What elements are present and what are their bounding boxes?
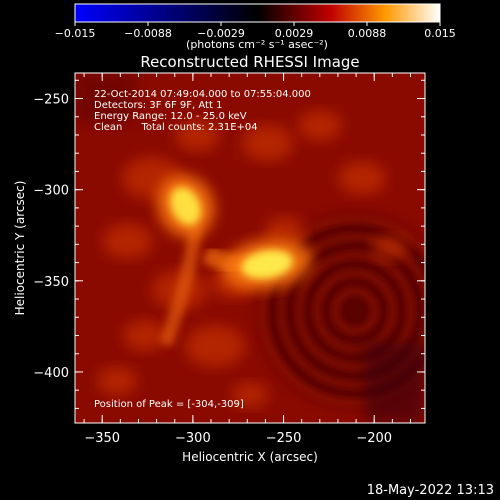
colorbar-tick-label: 0.0088: [348, 27, 387, 40]
sidelobe-ring: [260, 216, 425, 406]
x-tick-label: −250: [266, 431, 302, 446]
colorbar: −0.015 −0.0088 −0.0029 0.0029 0.0088 0.015 (p…: [55, 3, 456, 51]
sidelobe-ring: [332, 288, 378, 334]
print-timestamp: 18-May-2022 13:13: [366, 483, 494, 498]
source-1-core: [170, 187, 201, 226]
x-tick-label: −350: [84, 431, 120, 446]
observation-info: 22-Oct-2014 07:49:04.000 to 07:55:04.000…: [94, 89, 311, 133]
info-line-time: 22-Oct-2014 07:49:04.000 to 07:55:04.000: [94, 89, 311, 100]
colorbar-tick-label: −0.0029: [197, 27, 245, 40]
peak-position-label: Position of Peak = [-304,-309]: [94, 399, 244, 410]
texture-patch: [185, 325, 245, 367]
dark-corner: [365, 343, 425, 423]
dark-corner-top: [75, 73, 135, 123]
texture-patch: [241, 124, 294, 162]
y-axis: −250 −300 −350 −400: [33, 79, 425, 409]
y-tick-label: −350: [33, 275, 69, 290]
colorbar-units: (photons cm⁻² s⁻¹ asec⁻²): [186, 38, 328, 51]
y-tick-label: −250: [33, 93, 69, 108]
texture-patch: [102, 223, 153, 259]
colorbar-ticks: −0.015 −0.0088 −0.0029 0.0029 0.0088 0.015: [55, 22, 456, 40]
colorbar-tick-label: −0.015: [55, 27, 96, 40]
colorbar-tick-label: 0.015: [424, 27, 456, 40]
texture-patch: [97, 367, 137, 395]
texture-patch: [175, 120, 220, 152]
sidelobe-ring: [278, 234, 425, 388]
texture-patch: [372, 235, 408, 261]
loop-arc: [159, 225, 203, 347]
texture-patch: [298, 110, 342, 141]
x-tick-label: −300: [175, 431, 211, 446]
texture-patch: [123, 320, 167, 351]
info-line-detectors: Detectors: 3F 6F 9F, Att 1: [94, 100, 222, 111]
x-tick-label: −200: [356, 431, 392, 446]
y-tick-label: −300: [33, 184, 69, 199]
colorbar-tick-label: 0.0029: [275, 27, 314, 40]
plot-title: Reconstructed RHESSI Image: [140, 53, 359, 71]
y-axis-label: Heliocentric Y (arcsec): [13, 181, 27, 316]
sidelobe-ring: [296, 252, 414, 370]
texture-patch: [265, 216, 305, 245]
x-axis: −350 −300 −250 −200: [83, 73, 411, 446]
x-axis-label: Heliocentric X (arcsec): [182, 450, 318, 464]
heatmap-structure: [75, 73, 425, 423]
colorbar-tick-label: −0.0088: [124, 27, 172, 40]
texture-patch: [232, 382, 268, 408]
info-line-energy: Energy Range: 12.0 - 25.0 keV: [94, 111, 247, 122]
colorbar-gradient: [74, 3, 441, 23]
texture-patch: [338, 161, 386, 195]
heatmap-image: [75, 73, 425, 423]
source-2-core: [241, 249, 293, 279]
sidelobe-ring: [314, 270, 396, 352]
plot-frame: [74, 72, 426, 424]
y-tick-label: −400: [33, 366, 69, 381]
info-line-counts: Clean Total counts: 2.31E+04: [94, 122, 258, 133]
